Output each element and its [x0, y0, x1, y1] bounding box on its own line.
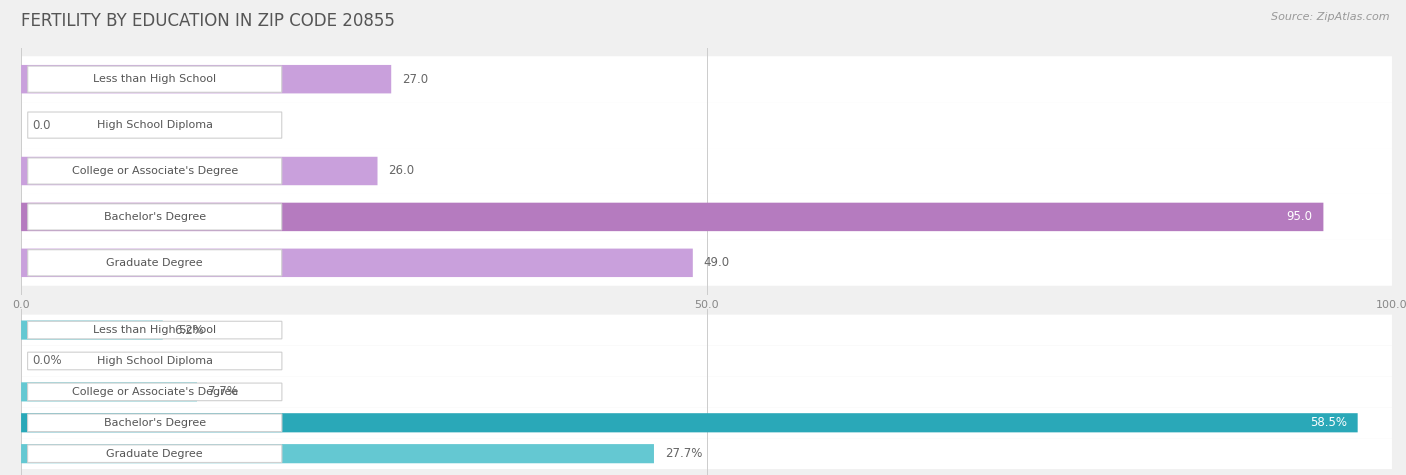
Text: 49.0: 49.0 [704, 256, 730, 269]
FancyBboxPatch shape [28, 414, 281, 432]
Text: Bachelor's Degree: Bachelor's Degree [104, 418, 205, 428]
Text: College or Associate's Degree: College or Associate's Degree [72, 387, 238, 397]
FancyBboxPatch shape [21, 240, 1392, 286]
FancyBboxPatch shape [21, 65, 391, 94]
Text: Source: ZipAtlas.com: Source: ZipAtlas.com [1271, 12, 1389, 22]
FancyBboxPatch shape [28, 250, 281, 276]
Text: 27.7%: 27.7% [665, 447, 703, 460]
Text: 26.0: 26.0 [388, 164, 415, 178]
Text: 27.0: 27.0 [402, 73, 429, 86]
FancyBboxPatch shape [28, 204, 281, 230]
Text: High School Diploma: High School Diploma [97, 356, 212, 366]
FancyBboxPatch shape [28, 158, 281, 184]
Text: College or Associate's Degree: College or Associate's Degree [72, 166, 238, 176]
FancyBboxPatch shape [21, 157, 377, 185]
FancyBboxPatch shape [21, 321, 163, 340]
FancyBboxPatch shape [21, 413, 1358, 432]
FancyBboxPatch shape [21, 56, 1392, 102]
FancyBboxPatch shape [21, 345, 1392, 376]
Text: 7.7%: 7.7% [208, 385, 238, 399]
FancyBboxPatch shape [21, 102, 1392, 148]
Text: FERTILITY BY EDUCATION IN ZIP CODE 20855: FERTILITY BY EDUCATION IN ZIP CODE 20855 [21, 12, 395, 30]
Text: 0.0%: 0.0% [32, 354, 62, 368]
FancyBboxPatch shape [21, 203, 1323, 231]
Text: 0.0: 0.0 [32, 119, 51, 132]
FancyBboxPatch shape [28, 352, 281, 370]
FancyBboxPatch shape [21, 408, 1392, 438]
FancyBboxPatch shape [21, 382, 197, 401]
FancyBboxPatch shape [21, 438, 1392, 469]
Text: Bachelor's Degree: Bachelor's Degree [104, 212, 205, 222]
FancyBboxPatch shape [28, 321, 281, 339]
Text: 95.0: 95.0 [1286, 210, 1312, 223]
FancyBboxPatch shape [21, 444, 654, 463]
Text: 6.2%: 6.2% [174, 323, 204, 337]
Text: 58.5%: 58.5% [1310, 416, 1347, 429]
FancyBboxPatch shape [21, 148, 1392, 194]
FancyBboxPatch shape [28, 445, 281, 463]
FancyBboxPatch shape [21, 376, 1392, 408]
FancyBboxPatch shape [21, 194, 1392, 240]
FancyBboxPatch shape [21, 248, 693, 277]
FancyBboxPatch shape [28, 383, 281, 401]
Text: Less than High School: Less than High School [93, 325, 217, 335]
FancyBboxPatch shape [28, 112, 281, 138]
Text: High School Diploma: High School Diploma [97, 120, 212, 130]
Text: Less than High School: Less than High School [93, 74, 217, 84]
FancyBboxPatch shape [28, 66, 281, 92]
Text: Graduate Degree: Graduate Degree [107, 449, 202, 459]
FancyBboxPatch shape [21, 314, 1392, 345]
Text: Graduate Degree: Graduate Degree [107, 258, 202, 268]
